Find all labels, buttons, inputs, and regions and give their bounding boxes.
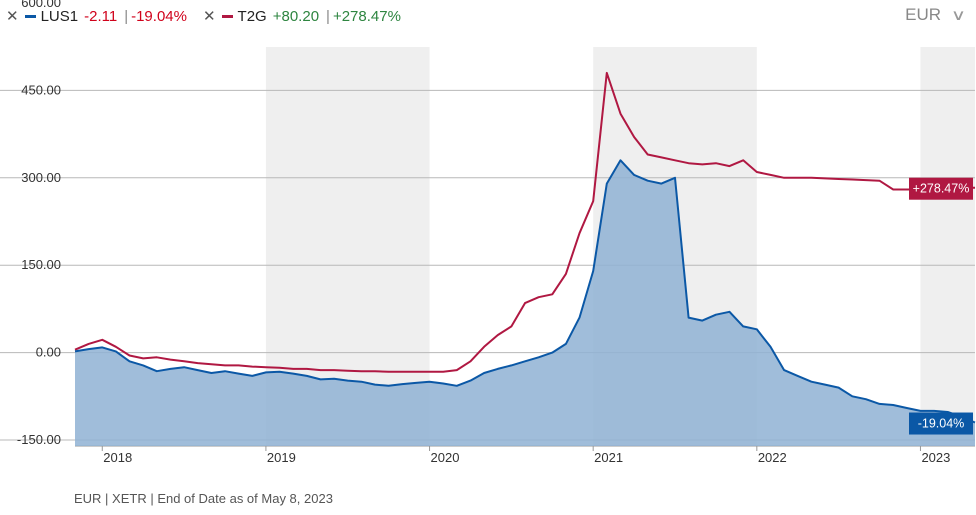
end-label-t2g: +278.47%	[913, 182, 970, 196]
x-tick-label: 2023	[921, 450, 950, 465]
currency-selector[interactable]: EUR ∨	[905, 4, 967, 26]
chevron-down-icon[interactable]: ∨	[950, 7, 967, 24]
series-line-lus1	[74, 159, 976, 424]
legend-name: T2G	[237, 7, 267, 25]
close-icon[interactable]: ✕	[202, 8, 216, 25]
currency-label: EUR	[905, 5, 942, 24]
end-label-lus1-bg	[909, 412, 973, 435]
legend-swatch-t2g	[221, 14, 233, 18]
legend-item-lus1[interactable]: ✕ LUS1 -2.11 | -19.04%	[6, 7, 191, 26]
y-tick-label: 450.00	[21, 82, 61, 97]
y-tick-label: 300.00	[21, 170, 61, 185]
x-tick-label: 2022	[758, 450, 787, 465]
legend-percent: +278.47%	[332, 7, 401, 25]
end-label-t2g-bg	[909, 177, 973, 200]
series-line-t2g	[74, 71, 975, 373]
legend-change: +80.20	[272, 7, 320, 25]
legend-item-t2g[interactable]: ✕ T2G +80.20 | +278.47%	[202, 7, 405, 26]
legend-separator: |	[326, 7, 330, 25]
x-tick-label: 2018	[103, 450, 132, 465]
x-tick-label: 2021	[594, 450, 623, 465]
y-tick-label: 600.00	[21, 0, 61, 10]
close-icon[interactable]: ✕	[6, 8, 19, 25]
legend-percent: -19.04%	[131, 7, 187, 25]
legend-separator: |	[124, 7, 129, 25]
year-band-2023	[920, 47, 975, 446]
x-tick-label: 2019	[267, 450, 296, 465]
legend-swatch-lus1	[24, 14, 36, 18]
chart-legend: ✕ LUS1 -2.11 | -19.04% ✕ T2G +80.20 | +2…	[6, 4, 417, 28]
y-tick-label: -150.00	[17, 432, 61, 447]
y-tick-label: 0.00	[36, 345, 61, 360]
y-tick-label: 150.00	[21, 257, 61, 272]
legend-change: -2.11	[84, 7, 118, 25]
x-tick-label: 2020	[431, 450, 460, 465]
legend-name: LUS1	[40, 7, 79, 25]
chart-footer: EUR | XETR | End of Date as of May 8, 20…	[74, 491, 333, 506]
end-label-lus1: -19.04%	[918, 417, 965, 431]
series-area-lus1	[75, 160, 975, 447]
